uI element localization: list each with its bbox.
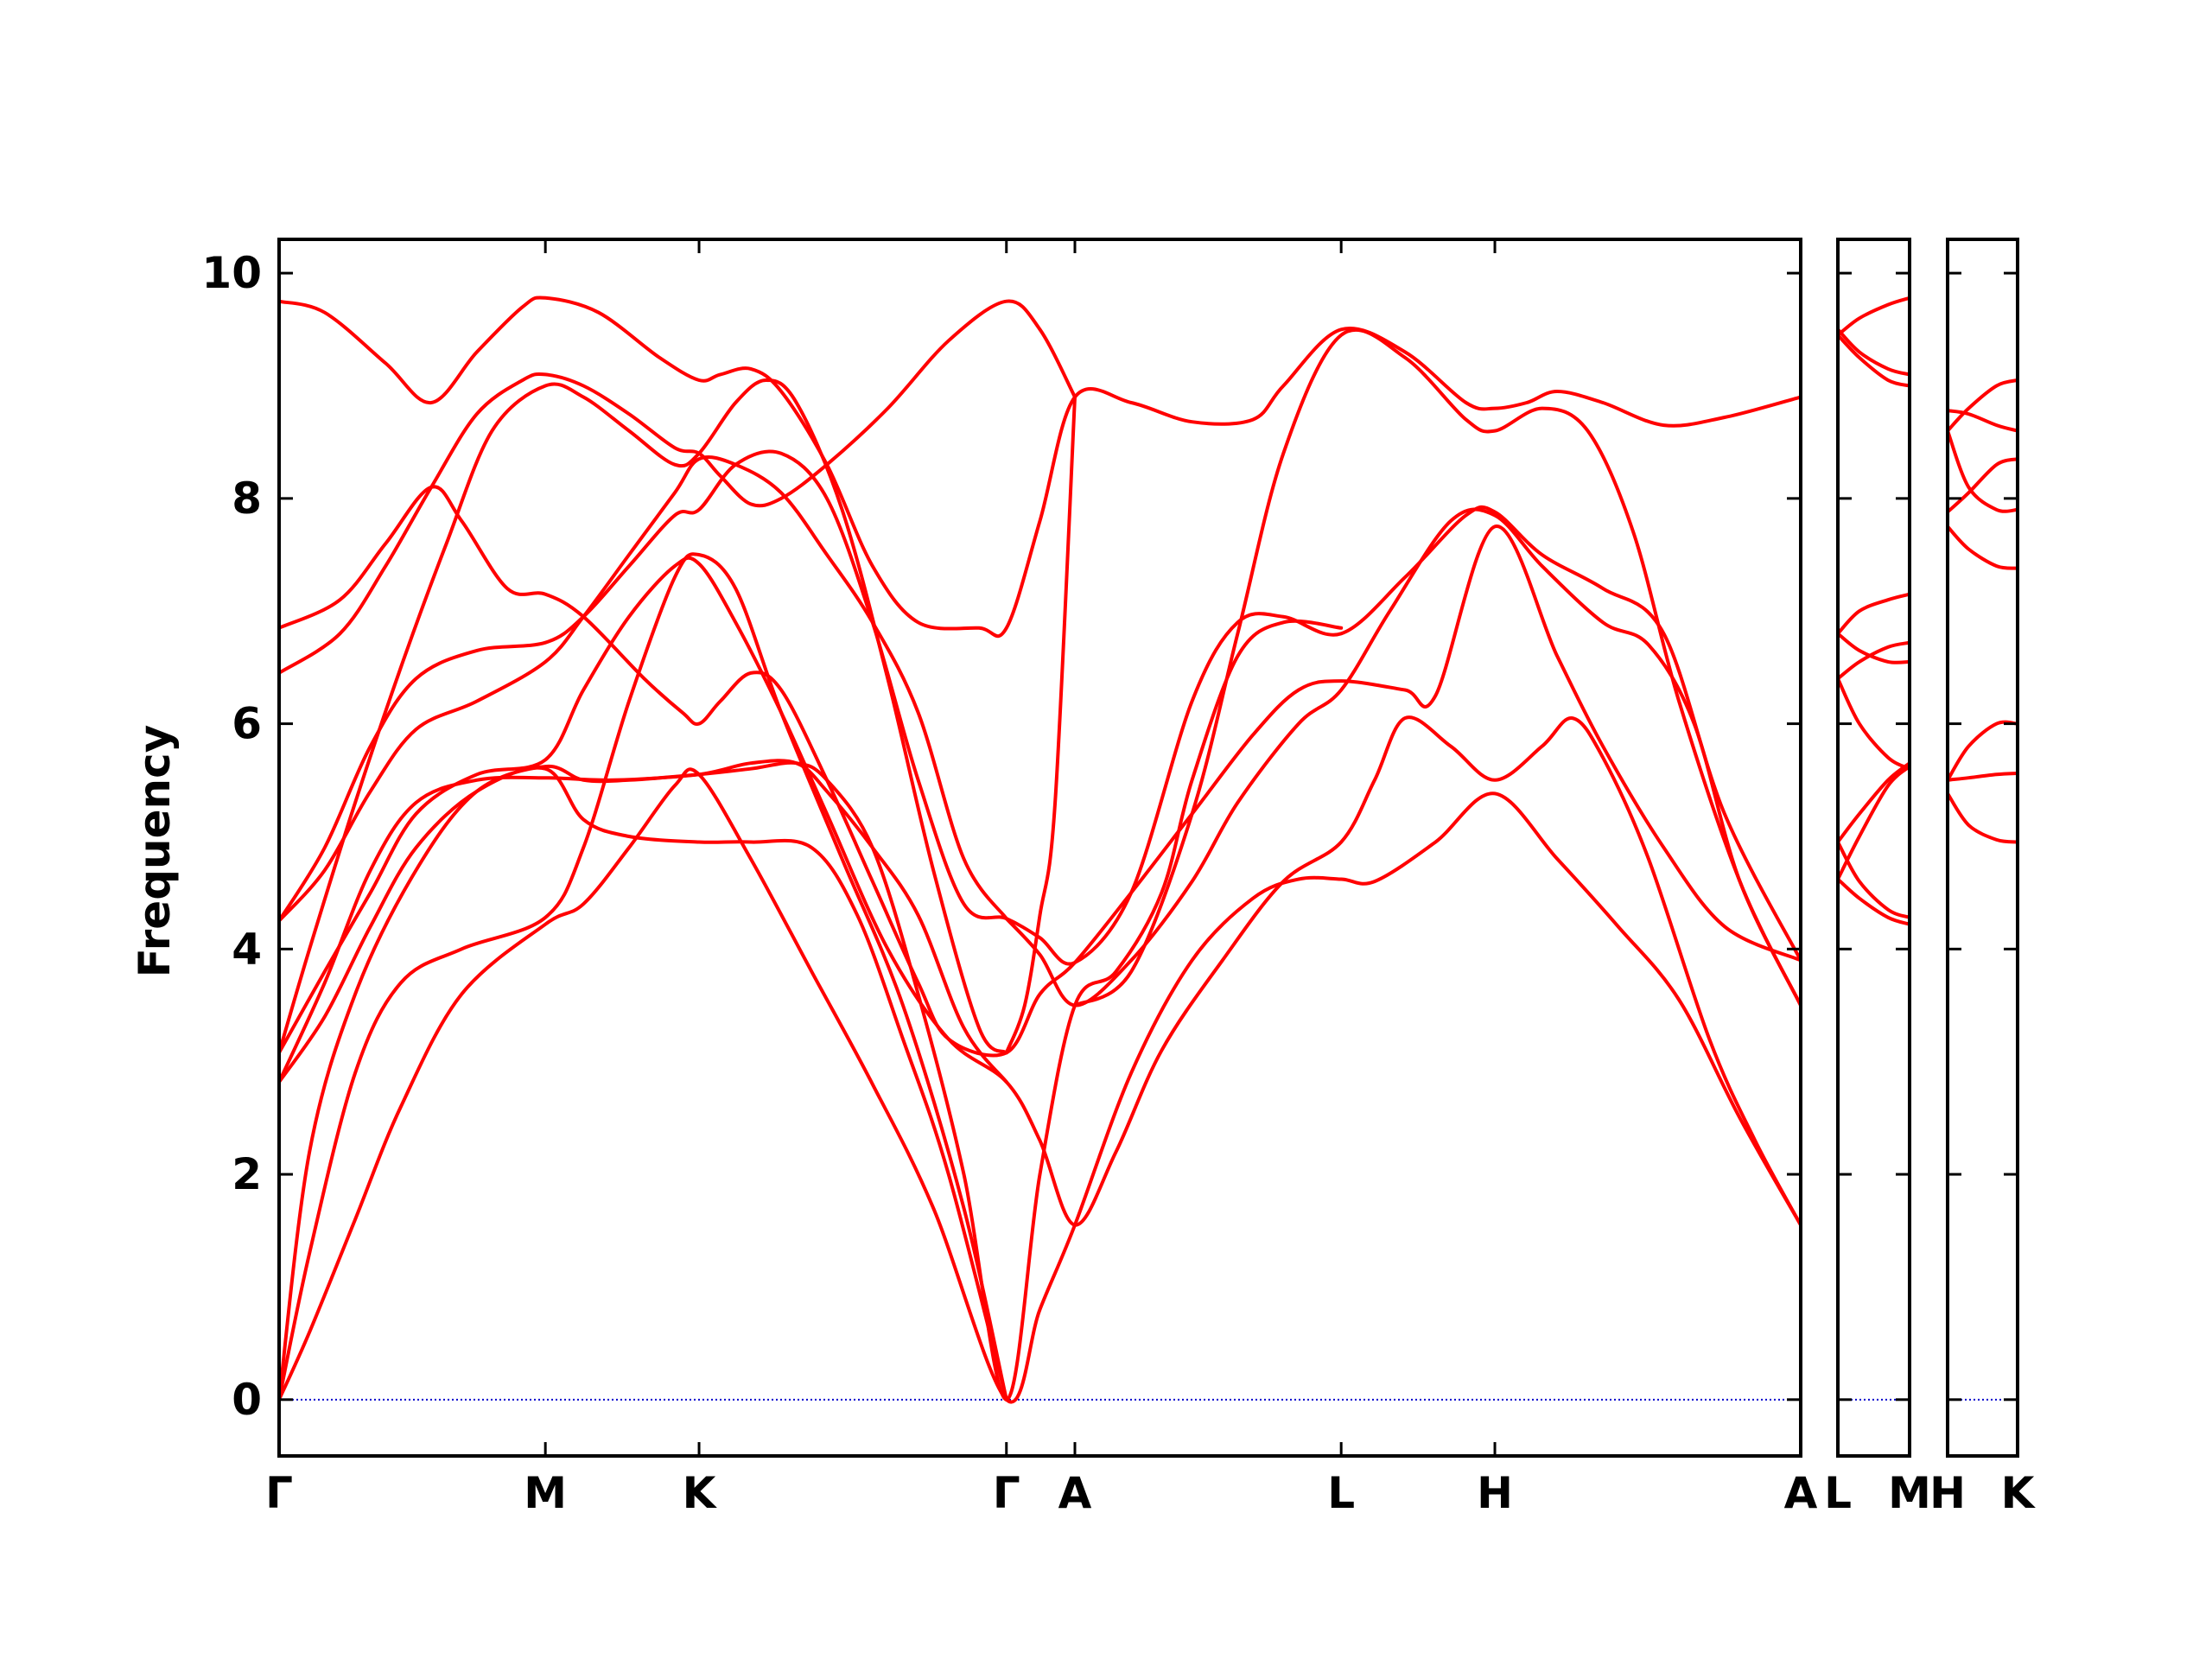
x-tick-label: L [1327,1468,1355,1518]
band-12 [279,619,1344,1402]
x-tick-label: K [2001,1468,2037,1518]
y-tick-label: 2 [232,1149,262,1199]
band-7 [1948,772,2018,782]
y-axis-label: Frequency [130,725,180,978]
band-10 [279,552,1008,1402]
band-6 [1948,720,2018,782]
band-1 [1838,296,1910,337]
panel-frame [277,238,1802,1458]
y-tick-label: 8 [232,474,262,524]
band-1 [1948,409,2018,433]
band-8 [1948,791,2018,844]
x-tick-label: K [683,1468,718,1518]
band-7 [279,556,1801,1227]
x-tick-label: A [1058,1468,1092,1518]
band-lines [1948,378,2018,844]
band-3 [1948,429,2018,513]
band-9 [1838,840,1910,919]
x-tick-label: Γ [993,1468,1020,1518]
y-tick-label: 10 [201,248,262,298]
x-tick-label: M [524,1468,567,1518]
x-tick-label: M [1888,1468,1931,1518]
band-3 [1838,333,1910,388]
band-2 [1948,378,2018,433]
band-2 [1838,327,1910,377]
band-11 [279,767,1801,1404]
band-4 [279,449,1801,966]
band-11 [1838,877,1910,926]
x-tick-label: L [1824,1468,1852,1518]
panel-frame [1946,238,2019,1458]
band-8 [1838,761,1910,844]
band-5 [279,455,1008,923]
band-3 [279,299,1077,675]
band-lines [279,296,1801,1404]
band-15 [1073,327,1801,1007]
x-tick-label: H [1477,1468,1513,1518]
band-5 [1838,632,1910,664]
x-tick-label: Γ [265,1468,293,1518]
band-13 [1004,507,1801,1007]
y-tick-label: 4 [232,924,262,974]
x-tick-label: A [1784,1468,1818,1518]
band-5 [1948,524,2018,570]
band-8 [279,766,1008,1402]
band-4 [1838,592,1910,636]
x-tick-label: H [1929,1468,1966,1518]
y-tick-label: 0 [232,1375,262,1425]
band-6 [1838,640,1910,681]
panel-frame [1836,238,1911,1458]
y-tick-label: 6 [232,699,262,749]
band-14 [1004,395,1077,1055]
band-6 [279,378,1008,1055]
band-1 [279,296,1801,639]
band-7 [1838,677,1910,771]
band-2 [279,485,1801,1058]
band-10 [1838,765,1910,881]
band-4 [1948,457,2018,514]
band-lines [1838,296,1910,926]
